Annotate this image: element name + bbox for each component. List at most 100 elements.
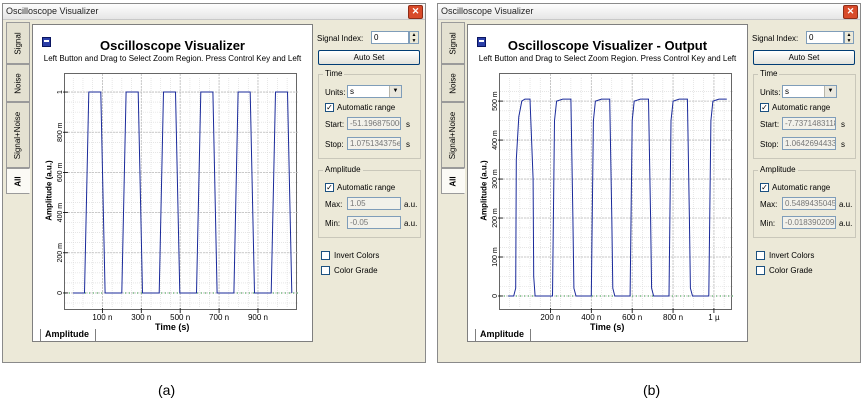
stop-input[interactable]: 1.0642694433: [782, 137, 836, 150]
plot-title: Oscilloscope Visualizer: [100, 38, 245, 53]
units-label: Units:: [760, 88, 781, 97]
signal-index-spinner[interactable]: ▲ ▼: [844, 31, 854, 44]
tab-all[interactable]: All: [441, 168, 465, 194]
signal-index-spinner[interactable]: ▲ ▼: [409, 31, 419, 44]
stop-input[interactable]: 1.075134375e: [347, 137, 401, 150]
plot-area[interactable]: 200 n 400 n 600 n 800 n 1 µ 0 100 m 200 m 300 m 4…: [492, 73, 733, 322]
start-unit: s: [841, 120, 845, 129]
chevron-down-icon[interactable]: ▼: [389, 86, 401, 97]
min-unit: a.u.: [839, 219, 853, 228]
tab-signal-noise[interactable]: Signal+Noise: [441, 102, 465, 168]
time-auto-range-checkbox[interactable]: ✓: [760, 103, 769, 112]
tab-amplitude[interactable]: Amplitude: [475, 329, 531, 342]
tab-all[interactable]: All: [6, 168, 30, 194]
spin-down-icon[interactable]: ▼: [846, 38, 852, 44]
amplitude-chart[interactable]: 200 n 400 n 600 n 800 n 1 µ 0 100 m 200 m 300 m 4…: [492, 74, 733, 322]
tab-noise[interactable]: Noise: [441, 64, 465, 102]
tab-signal-noise[interactable]: Signal+Noise: [6, 102, 30, 168]
x-axis-label: Time (s): [590, 322, 625, 332]
min-input[interactable]: -0.05: [347, 216, 401, 229]
color-grade-label: Color Grade: [334, 266, 378, 275]
start-label: Start:: [325, 120, 345, 129]
chevron-down-icon[interactable]: ▼: [824, 86, 836, 97]
y-tick-label: 800 m: [57, 122, 64, 142]
y-tick-label: 0: [57, 291, 64, 295]
units-select[interactable]: s ▼: [782, 85, 837, 98]
close-icon: ✕: [846, 6, 855, 16]
max-input[interactable]: 1.05: [347, 197, 401, 210]
y-tick-label: 400 m: [57, 203, 64, 223]
spin-down-icon[interactable]: ▼: [411, 38, 417, 44]
units-select[interactable]: s ▼: [347, 85, 402, 98]
min-label: Min:: [760, 219, 776, 228]
plot-area[interactable]: 100 n 300 n 500 n 700 n 900 n 0 200 m 400 m 600 …: [57, 73, 298, 322]
x-axis-label: Time (s): [155, 322, 190, 332]
y-tick-label: 400 m: [492, 130, 499, 150]
stop-label: Stop:: [325, 140, 344, 149]
tab-noise[interactable]: Noise: [6, 64, 30, 102]
time-group: Time Units: s ▼ ✓ Automatic range Start: …: [318, 69, 421, 159]
time-auto-range-checkbox[interactable]: ✓: [325, 103, 334, 112]
x-tick-label: 900 n: [248, 313, 268, 322]
auto-set-button[interactable]: Auto Set: [318, 50, 420, 65]
stop-unit: s: [841, 140, 845, 149]
amp-auto-range-checkbox[interactable]: ✓: [760, 183, 769, 192]
y-tick-label: 200 m: [492, 208, 499, 228]
max-unit: a.u.: [404, 200, 418, 209]
min-input[interactable]: -0.0183902095: [782, 216, 836, 229]
close-button[interactable]: ✕: [408, 5, 423, 19]
plot-subtitle: Left Button and Drag to Select Zoom Regi…: [478, 54, 737, 63]
color-grade-checkbox[interactable]: [756, 266, 765, 275]
vertical-tab-strip: Signal Noise Signal+Noise All: [6, 22, 32, 194]
auto-set-button[interactable]: Auto Set: [753, 50, 855, 65]
vertical-tab-strip: Signal Noise Signal+Noise All: [441, 22, 467, 194]
min-unit: a.u.: [404, 219, 418, 228]
window-title: Oscilloscope Visualizer: [6, 6, 99, 16]
y-tick-label: 600 m: [57, 163, 64, 183]
x-tick-label: 600 n: [622, 313, 642, 322]
signal-index-input[interactable]: 0: [371, 31, 409, 44]
signal-index-label: Signal Index:: [752, 34, 799, 43]
stop-label: Stop:: [760, 140, 779, 149]
title-bar[interactable]: Oscilloscope Visualizer ✕: [438, 4, 860, 20]
series-line-0: [73, 91, 293, 294]
y-tick-label: 500 m: [492, 91, 499, 111]
tab-signal[interactable]: Signal: [6, 22, 30, 64]
x-tick-label: 200 n: [540, 313, 560, 322]
amp-auto-range-checkbox[interactable]: ✓: [325, 183, 334, 192]
tab-amplitude[interactable]: Amplitude: [40, 329, 96, 342]
color-grade-checkbox[interactable]: [321, 266, 330, 275]
series-line-0: [508, 98, 727, 297]
amplitude-group-label: Amplitude: [758, 165, 798, 174]
invert-colors-checkbox[interactable]: [321, 251, 330, 260]
signal-index-label: Signal Index:: [317, 34, 364, 43]
caption-b: (b): [643, 382, 661, 398]
plot-title: Oscilloscope Visualizer - Output: [507, 38, 708, 53]
invert-colors-checkbox[interactable]: [756, 251, 765, 260]
tab-signal[interactable]: Signal: [441, 22, 465, 64]
pin-icon[interactable]: [477, 37, 486, 47]
amplitude-group: Amplitude ✓ Automatic range Max: 0.54894…: [753, 165, 856, 238]
spin-up-icon[interactable]: ▲: [846, 32, 852, 38]
y-axis-label: Amplitude (a.u.): [479, 160, 489, 221]
y-tick-label: 300 m: [492, 169, 499, 189]
signal-index-input[interactable]: 0: [806, 31, 844, 44]
start-input[interactable]: -51.196875000: [347, 117, 401, 130]
invert-colors-label: Invert Colors: [334, 251, 380, 260]
amplitude-chart[interactable]: 100 n 300 n 500 n 700 n 900 n 0 200 m 400 m 600 …: [57, 74, 298, 322]
time-group-label: Time: [758, 69, 780, 78]
start-label: Start:: [760, 120, 780, 129]
plot-panel: Oscilloscope Visualizer Left Button and …: [32, 24, 313, 342]
max-input[interactable]: 0.5489435045: [782, 197, 836, 210]
x-tick-label: 400 n: [581, 313, 601, 322]
max-label: Max:: [760, 200, 778, 209]
title-bar[interactable]: Oscilloscope Visualizer ✕: [3, 4, 425, 20]
close-button[interactable]: ✕: [843, 5, 858, 19]
plot-panel: Oscilloscope Visualizer - Output Left Bu…: [467, 24, 748, 342]
pin-icon[interactable]: [42, 37, 51, 47]
time-auto-range-label: Automatic range: [337, 103, 396, 112]
amplitude-group: Amplitude ✓ Automatic range Max: 1.05 a.…: [318, 165, 421, 238]
start-input[interactable]: -7.7371483118: [782, 117, 836, 130]
spin-up-icon[interactable]: ▲: [411, 32, 417, 38]
color-grade-label: Color Grade: [769, 266, 813, 275]
